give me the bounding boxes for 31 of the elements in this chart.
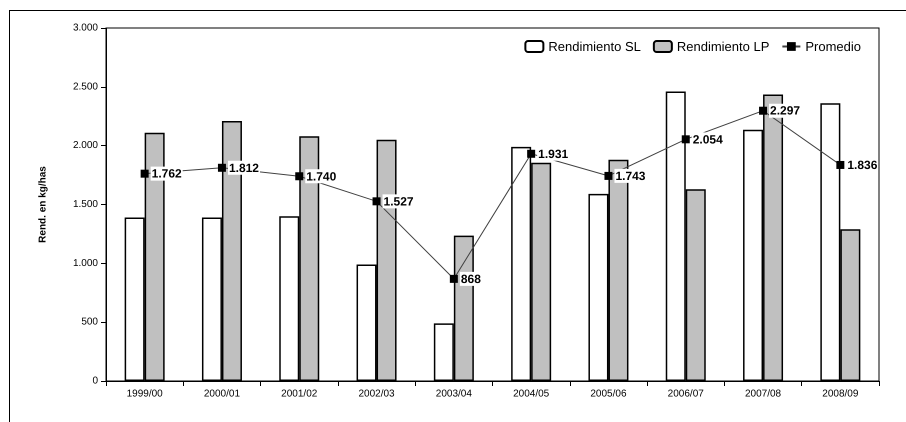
y-tick-label: 500 bbox=[81, 316, 98, 328]
y-tick-label: 0 bbox=[92, 376, 98, 386]
y-tick-label: 1.000 bbox=[72, 258, 98, 269]
x-tick-label: 1999/00 bbox=[126, 388, 164, 400]
data-label: 1.812 bbox=[228, 160, 260, 175]
x-tick-label: 2002/03 bbox=[358, 388, 396, 400]
legend-label: Rendimiento SL bbox=[548, 39, 641, 54]
x-tick-label: 2008/09 bbox=[822, 388, 859, 400]
x-tick-label: 2004/05 bbox=[513, 388, 550, 400]
x-tick-label: 2006/07 bbox=[668, 388, 704, 400]
data-label: 1.743 bbox=[615, 168, 646, 183]
y-axis-title: Rend. en kg/has bbox=[38, 166, 48, 243]
x-tick-label: 2005/06 bbox=[590, 388, 627, 400]
data-label: 2.054 bbox=[692, 132, 724, 146]
y-tick-label: 1.500 bbox=[72, 199, 98, 210]
data-label: 2.297 bbox=[770, 104, 800, 118]
x-tick-label: 2007/08 bbox=[744, 388, 782, 400]
y-tick-label: 2.500 bbox=[72, 81, 98, 92]
legend-label: Promedio bbox=[805, 39, 862, 54]
x-tick-label: 2003/04 bbox=[436, 388, 472, 400]
data-label: 1.527 bbox=[384, 194, 414, 208]
legend-label: Rendimiento LP bbox=[676, 39, 770, 54]
x-tick-label: 2000/01 bbox=[204, 388, 240, 400]
x-tick-label: 2001/02 bbox=[281, 388, 318, 400]
data-label: 1.740 bbox=[306, 169, 337, 184]
data-label: 1.931 bbox=[538, 146, 569, 161]
data-label: 868 bbox=[460, 272, 482, 286]
data-label: 1.836 bbox=[847, 158, 878, 172]
data-label: 1.762 bbox=[152, 166, 182, 181]
y-tick-label: 2.000 bbox=[72, 140, 98, 152]
y-tick-label: 3.000 bbox=[72, 22, 98, 34]
